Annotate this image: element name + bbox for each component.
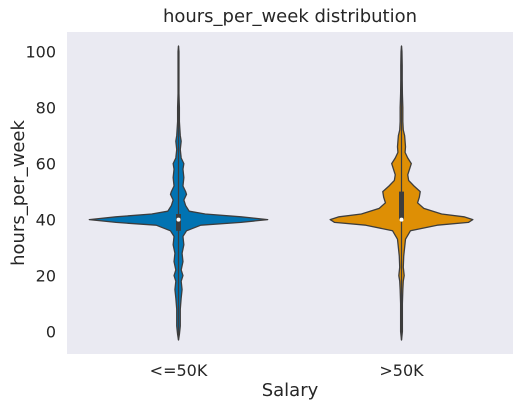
y-tick-label: 100: [25, 43, 56, 62]
violin-median-point: [399, 217, 404, 222]
x-axis-label: Salary: [262, 380, 319, 401]
x-axis-ticks: <=50K >50K: [150, 361, 424, 380]
x-tick-label: <=50K: [150, 361, 208, 380]
y-axis-label: hours_per_week: [8, 120, 29, 266]
y-tick-label: 20: [36, 267, 56, 286]
chart-title: hours_per_week distribution: [163, 6, 417, 27]
y-tick-label: 40: [36, 211, 56, 230]
violins-layer: [88, 45, 474, 341]
y-tick-label: 0: [46, 323, 56, 342]
y-tick-label: 80: [36, 99, 56, 118]
x-tick-label: >50K: [379, 361, 424, 380]
violin-iqr-box: [176, 214, 181, 231]
y-tick-label: 60: [36, 155, 56, 174]
violin-iqr-box: [399, 191, 404, 220]
y-axis-ticks: 0 20 40 60 80 100: [25, 43, 56, 342]
violin-median-point: [176, 217, 181, 222]
plot-background: [67, 32, 513, 354]
